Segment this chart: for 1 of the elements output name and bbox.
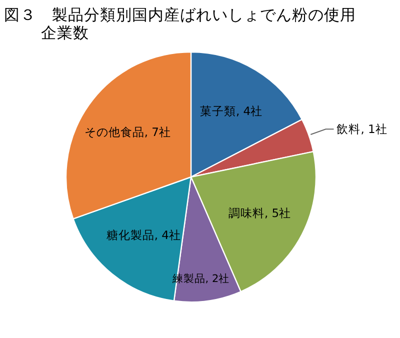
title: 図３ 製品分類別国内産ばれいしょでん粉の使用企業数 (4, 6, 356, 42)
